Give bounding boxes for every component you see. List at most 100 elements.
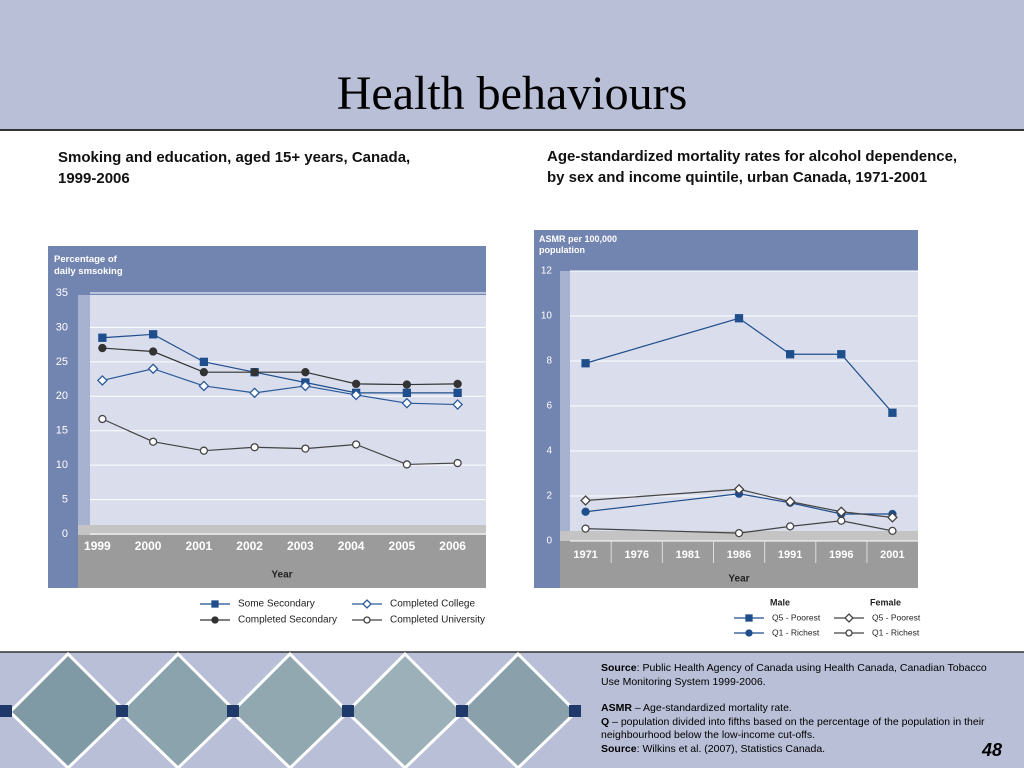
- y-axis-label: Percentage of daily smsoking: [54, 254, 123, 277]
- photo-strip: [0, 651, 581, 768]
- y-tick-label: 2: [546, 491, 552, 502]
- legend-label: Completed College: [390, 599, 475, 610]
- legend-label: Q1 - Richest: [872, 627, 920, 637]
- marker: [580, 495, 591, 506]
- note-label: Source: [601, 662, 637, 674]
- marker: [888, 408, 897, 417]
- y-tick-label: 0: [546, 536, 552, 547]
- x-axis-band-top: [78, 525, 486, 535]
- marker: [581, 524, 590, 533]
- marker: [733, 483, 745, 495]
- legend-marker: [211, 600, 219, 608]
- marker: [837, 350, 846, 359]
- marker: [581, 359, 590, 368]
- marker: [785, 350, 795, 359]
- x-tick-label: 2005: [389, 539, 416, 553]
- legend-marker: [362, 599, 372, 609]
- page-number: 48: [981, 740, 1002, 760]
- plot-strip: [78, 295, 90, 535]
- marker: [250, 368, 259, 377]
- marker: [299, 380, 311, 392]
- marker: [250, 443, 259, 452]
- note-label: Q: [601, 715, 610, 728]
- x-axis-label: Year: [728, 574, 749, 585]
- y-tick-label: 12: [541, 266, 553, 277]
- note-label: Source: [601, 742, 637, 755]
- x-axis-band: [560, 541, 918, 588]
- legend-marker: [211, 616, 219, 624]
- legend-label: Completed University: [390, 615, 485, 626]
- x-tick-label: 1971: [573, 549, 597, 561]
- marker: [198, 380, 210, 392]
- legend-label: Q5 - Poorest: [872, 612, 921, 622]
- marker: [401, 397, 413, 409]
- marker: [98, 343, 107, 353]
- y-tick-label: 10: [541, 311, 553, 322]
- note-text: – Age-standardized mortality rate.: [631, 702, 792, 714]
- legend-marker: [363, 616, 371, 624]
- marker: [785, 522, 795, 531]
- y-tick-label: 4: [546, 446, 552, 457]
- x-axis-label: Year: [271, 570, 292, 581]
- marker: [453, 379, 462, 389]
- marker: [98, 333, 107, 342]
- header-band: [0, 0, 1024, 130]
- marker: [249, 387, 261, 399]
- legend-marker: [745, 629, 753, 637]
- legend-label: Some Secondary: [238, 599, 315, 610]
- y-tick-label: 8: [546, 356, 552, 367]
- series-line: [102, 333, 458, 394]
- x-tick-label: 2004: [338, 539, 365, 553]
- legend-marker: [745, 614, 753, 622]
- chart-title: Smoking and education, aged 15+ years, C…: [58, 149, 411, 187]
- x-tick-label: 2000: [135, 539, 162, 553]
- legend-marker: [844, 613, 854, 623]
- marker: [402, 380, 412, 389]
- marker: [301, 368, 310, 377]
- y-tick-label: 15: [56, 425, 68, 437]
- note-text: : Public Health Agency of Canada using H…: [601, 662, 987, 688]
- marker: [147, 363, 159, 375]
- note: Source: Wilkins et al. (2007), Statistic…: [601, 743, 1001, 757]
- series-line: [102, 368, 458, 406]
- note: Q – population divided into fifths based…: [601, 716, 1001, 743]
- x-tick-label: 2003: [287, 539, 314, 553]
- marker: [351, 440, 361, 449]
- marker: [199, 368, 209, 377]
- marker: [581, 507, 590, 516]
- y-tick-label: 10: [56, 459, 68, 471]
- marker: [784, 496, 796, 508]
- note-label: ASMR: [601, 702, 632, 714]
- legend-group-title: Female: [870, 597, 901, 607]
- x-tick-label: 2001: [186, 539, 213, 553]
- x-tick-label: 1996: [829, 549, 853, 561]
- marker: [148, 347, 158, 356]
- legend-marker: [845, 629, 853, 637]
- note: ASMR – Age-standardized mortality rate.: [601, 702, 1001, 716]
- y-tick-label: 0: [62, 528, 68, 540]
- marker: [199, 446, 209, 455]
- x-tick-label: 1981: [676, 549, 700, 561]
- y-tick-label: 20: [56, 390, 68, 402]
- marker: [301, 444, 310, 453]
- note: Source: Public Health Agency of Canada u…: [601, 662, 1001, 689]
- marker: [887, 511, 898, 523]
- marker: [734, 528, 744, 538]
- x-tick-label: 2001: [880, 549, 904, 561]
- marker: [96, 375, 108, 386]
- series-line: [102, 418, 458, 466]
- series-line: [102, 347, 458, 386]
- legend-label: Completed Secondary: [238, 615, 337, 626]
- marker: [837, 516, 846, 525]
- marker: [835, 506, 847, 518]
- chart-title: Age-standardized mortality rates for alc…: [547, 148, 958, 186]
- x-tick-label: 2002: [236, 539, 263, 553]
- y-tick-label: 6: [546, 401, 552, 412]
- notes: Source: Public Health Agency of Canada u…: [601, 662, 1001, 756]
- legend-label: Q1 - Richest: [772, 627, 820, 637]
- x-tick-label: 1999: [84, 539, 111, 553]
- x-tick-label: 1976: [624, 549, 648, 561]
- x-tick-label: 1991: [778, 549, 802, 561]
